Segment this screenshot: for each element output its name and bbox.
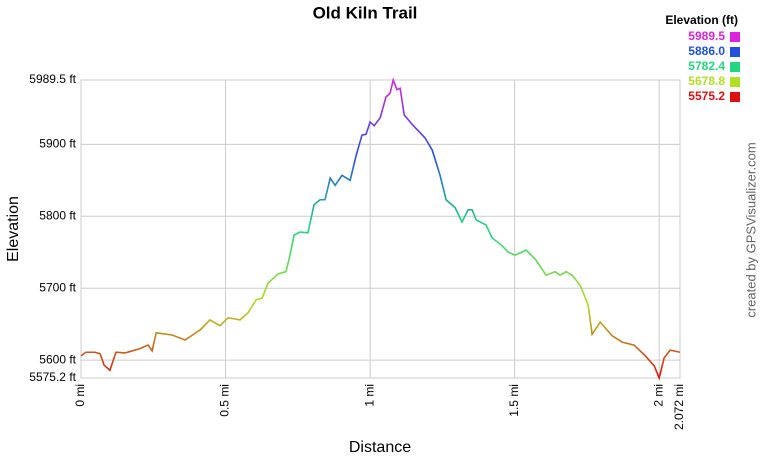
x-tick-label: 2 mi — [651, 384, 665, 407]
y-tick-label: 5575.2 ft — [29, 370, 76, 384]
y-axis-label: Elevation — [5, 196, 22, 262]
x-tick-label: 1.5 mi — [507, 384, 521, 417]
y-tick-label: 5700 ft — [39, 280, 76, 294]
elevation-line — [80, 77, 681, 381]
legend-swatch — [730, 47, 740, 57]
legend-label: 5886.0 — [688, 44, 725, 58]
legend-swatch — [730, 92, 740, 102]
legend-label: 5678.8 — [688, 74, 725, 88]
x-axis-label: Distance — [349, 439, 411, 456]
x-tick-label: 1 mi — [362, 384, 376, 407]
legend-swatch — [730, 77, 740, 87]
legend-swatch — [730, 32, 740, 42]
x-tick-label: 0.5 mi — [218, 384, 232, 417]
legend-title: Elevation (ft) — [665, 13, 738, 27]
credit: created by GPSVisualizer.com — [743, 142, 758, 317]
legend-label: 5782.4 — [688, 59, 725, 73]
y-tick-label: 5600 ft — [39, 352, 76, 366]
x-tick-label: 2.072 mi — [672, 384, 686, 430]
legend-label: 5989.5 — [688, 29, 725, 43]
x-tick-label: 0 mi — [73, 384, 87, 407]
plot-frame — [80, 79, 681, 379]
y-tick-label: 5800 ft — [39, 208, 76, 222]
legend-label: 5575.2 — [688, 89, 725, 103]
y-tick-label: 5900 ft — [39, 137, 76, 151]
chart-title: Old Kiln Trail — [313, 3, 418, 22]
y-tick-label: 5989.5 ft — [29, 72, 76, 86]
legend-swatch — [730, 62, 740, 72]
